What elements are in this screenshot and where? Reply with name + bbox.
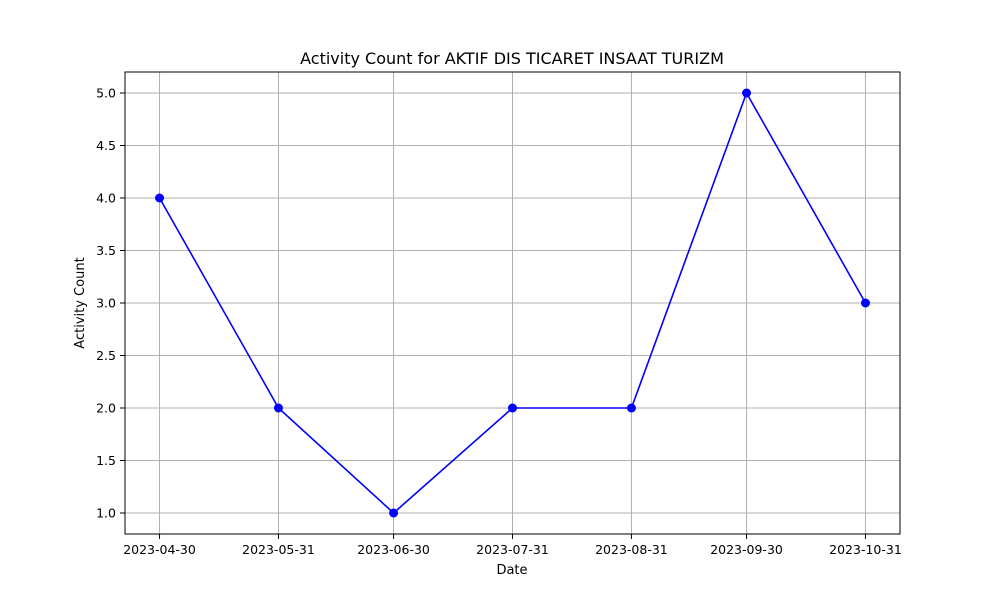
axis-ticks: 2023-04-30 2023-05-31 2023-06-30 2023-07-31… — [96, 86, 902, 558]
y-tick-label: 1.5 — [96, 453, 116, 468]
y-tick-label: 4.5 — [96, 138, 116, 153]
data-point — [626, 403, 636, 413]
x-tick-label: 2023-08-31 — [595, 542, 668, 557]
series-activity-count — [155, 88, 870, 518]
x-tick-label: 2023-05-31 — [242, 542, 315, 557]
y-tick-label: 3.0 — [96, 296, 116, 311]
y-tick-label: 5.0 — [96, 86, 116, 101]
x-axis-label: Date — [496, 563, 527, 578]
data-point — [742, 88, 752, 98]
x-tick-label: 2023-09-30 — [710, 542, 783, 557]
data-point — [155, 193, 165, 203]
data-point — [389, 508, 399, 518]
chart-title: Activity Count for AKTIF DIS TICARET INS… — [300, 49, 724, 68]
y-tick-label: 4.0 — [96, 191, 116, 206]
y-tick-label: 1.0 — [96, 506, 116, 521]
x-tick-label: 2023-10-31 — [829, 542, 902, 557]
x-tick-label: 2023-06-30 — [357, 542, 430, 557]
data-point — [508, 403, 517, 413]
y-tick-label: 2.5 — [96, 348, 116, 363]
y-tick-label: 3.5 — [96, 243, 116, 258]
x-tick-label: 2023-07-31 — [476, 542, 549, 557]
data-point — [273, 403, 283, 413]
y-axis-label: Activity Count — [73, 257, 88, 348]
grid-lines — [125, 72, 900, 534]
y-tick-label: 2.0 — [96, 401, 116, 416]
data-point — [860, 298, 870, 308]
x-tick-label: 2023-04-30 — [123, 542, 196, 557]
